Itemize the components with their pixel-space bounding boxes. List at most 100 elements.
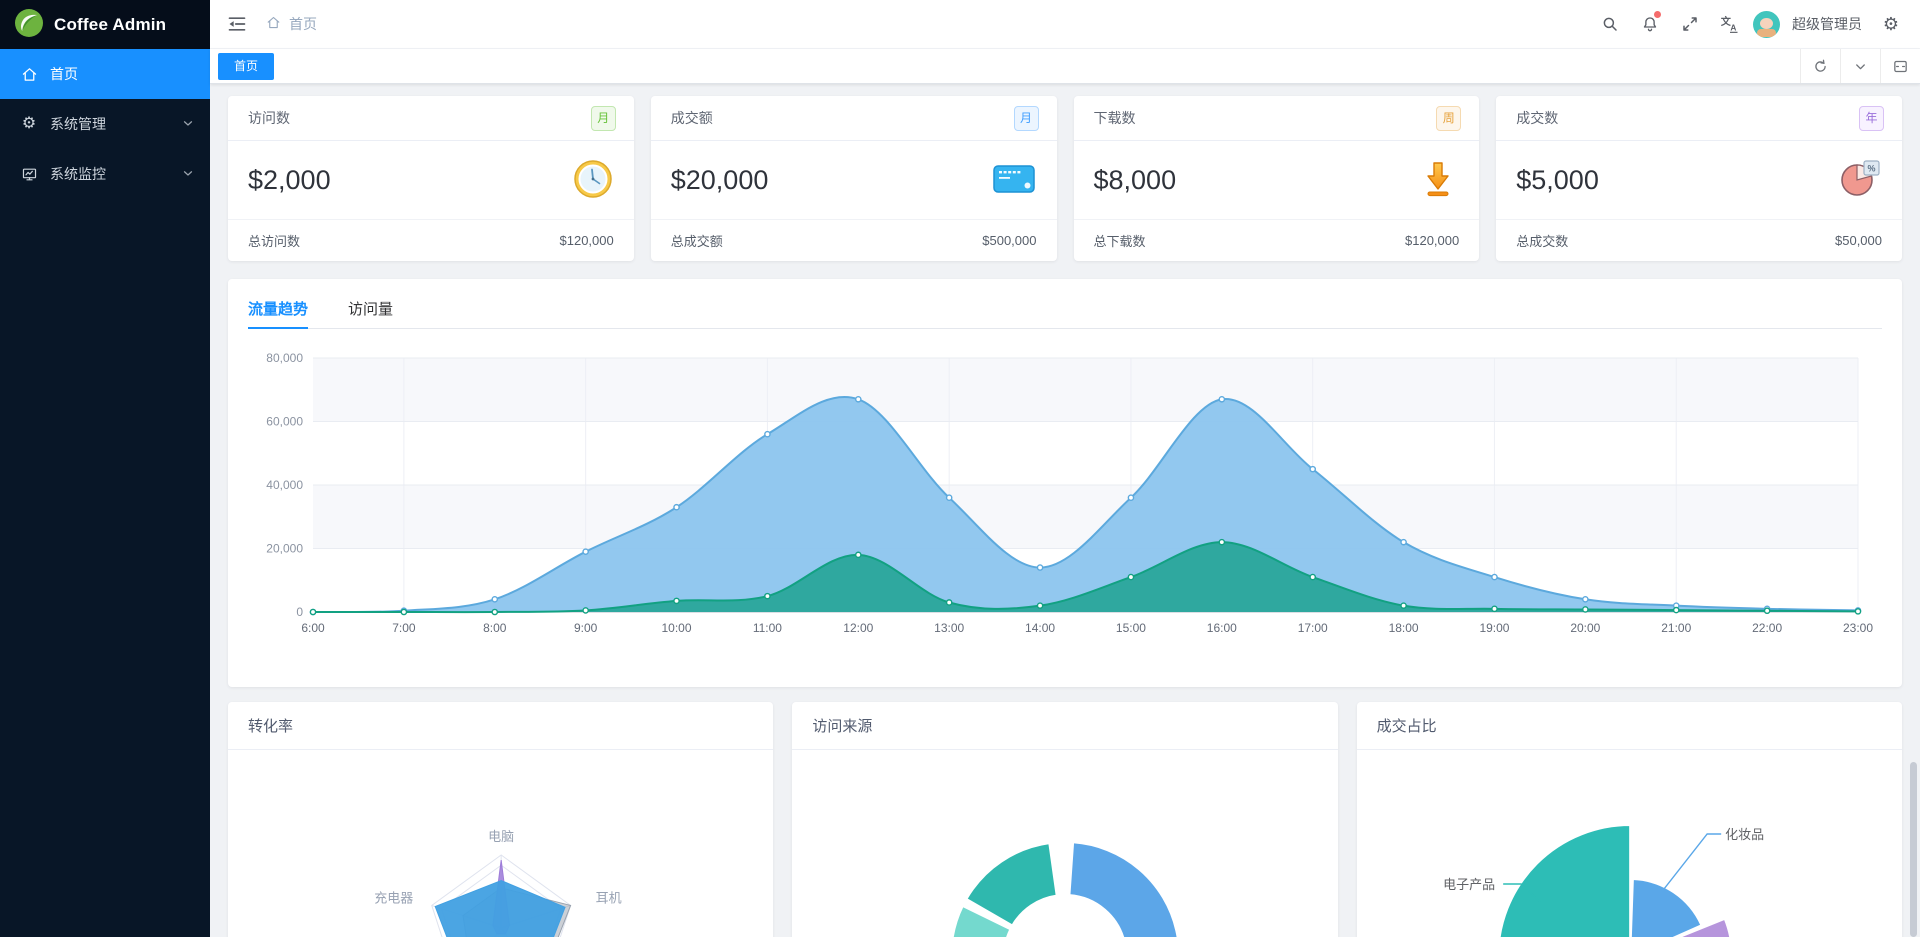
menu-fold-icon[interactable] [220,4,254,44]
tag-home[interactable]: 首页 [218,52,275,80]
leaf-logo-icon [14,8,44,41]
stat-card-visits: 访问数 月 $2,000 [228,96,634,261]
content: 访问数 月 $2,000 [210,84,1920,937]
sidebar-item-label: 首页 [50,66,78,82]
card-title: 转化率 [228,702,774,750]
monitor-icon [20,165,38,183]
svg-text:A: A [1730,23,1736,33]
period-badge: 月 [1013,105,1039,131]
svg-text:60,000: 60,000 [266,415,303,429]
pie-icon: % [1838,158,1882,203]
tab-visits[interactable]: 访问量 [348,301,394,318]
avatar[interactable] [1753,10,1780,38]
svg-text:9:00: 9:00 [574,621,598,635]
gear-icon[interactable]: ⚙ [1882,14,1900,34]
svg-text:19:00: 19:00 [1479,621,1509,635]
svg-text:充电器: 充电器 [374,890,413,905]
bottom-cards-row: 转化率 电脑 充电器 耳机 访问来源 成交占比 电子产品 化妆品 [228,702,1902,937]
period-badge: 周 [1436,105,1462,131]
download-icon [1417,158,1459,203]
clock-icon [572,158,614,203]
home-icon [20,65,38,83]
stat-card-total-label: 总成交额 [670,233,723,249]
tags-bar: 首页 [210,49,1920,84]
svg-text:耳机: 耳机 [596,890,622,905]
stat-card-title: 下载数 [1093,110,1136,126]
traffic-trend-chart[interactable]: 0 20,000 40,000 60,000 80,000 6:00 7:00 8:00 9:0… [248,345,1882,640]
svg-text:40,000: 40,000 [266,478,303,492]
sidebar-item-home[interactable]: 首页 [0,49,210,99]
sidebar: Coffee Admin 首页 ⚙ 系统管理 [0,0,210,937]
svg-text:15:00: 15:00 [1116,621,1146,635]
tab-traffic-trend[interactable]: 流量趋势 [248,293,309,329]
tags-bar-controls [1800,49,1920,83]
stat-card-turnover: 成交额 月 $20,000 [650,96,1057,261]
scrollbar-thumb[interactable] [1910,762,1917,937]
breadcrumb-label: 首页 [289,16,317,32]
svg-text:16:00: 16:00 [1207,621,1237,635]
svg-text:20,000: 20,000 [266,542,303,556]
sidebar-item-system-management[interactable]: ⚙ 系统管理 [0,99,210,149]
stat-card-value: $5,000 [1516,164,1599,195]
svg-text:14:00: 14:00 [1025,621,1055,635]
sidebar-menu: 首页 ⚙ 系统管理 系统监控 [0,49,210,199]
traffic-trend-card: 流量趋势 访问量 0 20,000 40,000 60,000 80,000 6:00 7:… [228,279,1902,687]
conversion-rate-card: 转化率 电脑充电器 耳机 [228,702,774,937]
svg-text:电脑: 电脑 [488,829,514,844]
stat-card-value: $20,000 [670,164,769,195]
sidebar-item-system-monitor[interactable]: 系统监控 [0,149,210,199]
stat-card-total-value: $50,000 [1835,232,1882,248]
sidebar-item-label: 系统管理 [50,116,106,132]
credit-card-icon [991,161,1037,200]
trend-tabs: 流量趋势 访问量 [248,279,1882,329]
stat-card-total-value: $500,000 [982,232,1037,248]
notification-dot [1654,11,1661,18]
svg-text:化妆品: 化妆品 [1725,827,1764,842]
sidebar-item-label: 系统监控 [50,166,106,182]
stat-card-total-label: 总下载数 [1093,233,1146,249]
svg-text:文: 文 [1721,15,1732,28]
svg-text:18:00: 18:00 [1389,621,1419,635]
username[interactable]: 超级管理员 [1792,16,1862,32]
svg-text:12:00: 12:00 [843,621,873,635]
screen-icon[interactable] [1880,49,1920,83]
stat-card-title: 访问数 [248,110,290,126]
chevron-down-icon [182,116,194,132]
navbar: 首页 [210,0,1920,49]
deal-share-pie-chart[interactable]: 电子产品 化妆品 [1357,750,1902,937]
stat-card-title: 成交额 [670,110,713,126]
visit-source-card: 访问来源 [792,702,1338,937]
bell-icon[interactable] [1633,4,1667,44]
search-icon[interactable] [1593,4,1627,44]
period-badge: 年 [1859,105,1884,131]
svg-text:20:00: 20:00 [1570,621,1600,635]
refresh-icon[interactable] [1800,49,1840,83]
svg-text:80,000: 80,000 [266,351,303,365]
translate-icon[interactable]: 文 A [1713,4,1747,44]
breadcrumb[interactable]: 首页 [266,14,317,34]
chevron-down-icon[interactable] [1840,49,1880,83]
stat-card-total-value: $120,000 [1405,232,1460,248]
svg-text:8:00: 8:00 [483,621,507,635]
breadcrumb-home-icon [266,15,281,33]
svg-text:13:00: 13:00 [934,621,964,635]
stat-card-total-label: 总成交数 [1516,233,1569,249]
stat-card-total-label: 总访问数 [248,233,301,249]
stat-card-value: $2,000 [248,164,331,195]
stat-cards-row: 访问数 月 $2,000 [228,96,1902,261]
svg-text:23:00: 23:00 [1843,621,1873,635]
svg-text:10:00: 10:00 [662,621,692,635]
fullscreen-icon[interactable] [1673,4,1707,44]
svg-text:17:00: 17:00 [1298,621,1328,635]
svg-text:0: 0 [296,605,303,619]
logo[interactable]: Coffee Admin [0,0,210,49]
stat-card-total-value: $120,000 [559,232,614,248]
stat-card-deals: 成交数 年 $5,000 % [1496,96,1902,261]
svg-text:电子产品: 电子产品 [1443,877,1495,892]
svg-text:11:00: 11:00 [753,621,782,635]
card-title: 访问来源 [792,702,1338,750]
period-badge: 月 [590,105,616,131]
visit-source-donut-chart[interactable] [792,750,1337,937]
